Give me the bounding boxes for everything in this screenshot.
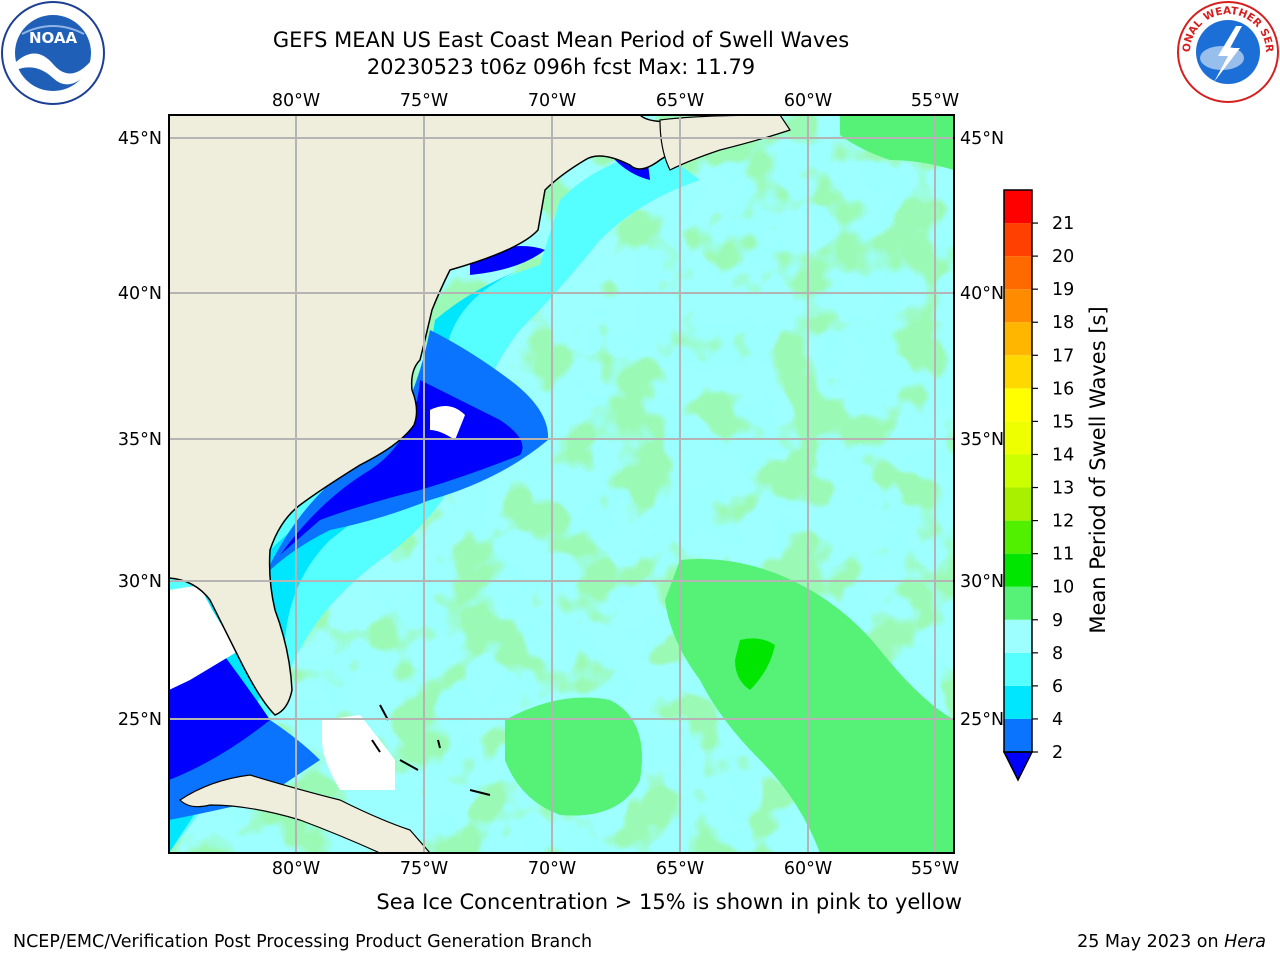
colorbar-swatch [1004,454,1032,488]
national-weather-service-logo: NATIONAL WEATHER SERVICE [1176,0,1279,103]
colorbar-tick-label: 21 [1052,214,1074,234]
colorbar-tick-label: 9 [1052,611,1063,631]
lon-label-bottom: 75°W [400,859,448,879]
run-date: 25 May 2023 on Hera [1077,932,1266,952]
colorbar-swatch [1004,388,1032,422]
lat-label-right: 40°N [960,284,1004,304]
lat-label-left: 35°N [118,430,162,450]
lon-label-bottom: 80°W [272,859,320,879]
swell-10-11s-region [735,638,775,690]
bahamas-islands [371,704,491,796]
colorbar-label: Mean Period of Swell Waves [s] [1086,306,1110,633]
swell-9-10s-region [505,697,642,816]
swell-under-2s-region [169,650,270,780]
lon-label-top: 60°W [784,91,832,111]
swell-9-10s-region [840,115,954,170]
colorbar-tick-label: 18 [1052,313,1074,333]
north-america-landmass [169,115,693,716]
map-frame [168,114,955,854]
colorbar-under-extension [1002,751,1034,782]
colorbar-swatch [1004,421,1032,455]
date-text: 25 May 2023 on [1077,932,1225,952]
lon-label-top: 65°W [656,91,704,111]
lon-label-bottom: 55°W [911,859,959,879]
map-plot-area [169,115,954,853]
colorbar-swatch [1004,586,1032,620]
sea-ice-note: Sea Ice Concentration > 15% is shown in … [376,890,962,914]
colorbar-swatch [1004,322,1032,356]
lon-label-top: 55°W [911,91,959,111]
lon-label-top: 80°W [272,91,320,111]
lat-label-left: 45°N [118,129,162,149]
colorbar-tick-label: 11 [1052,545,1074,565]
colorbar-swatch [1004,553,1032,587]
colorbar-tick-label: 15 [1052,412,1074,432]
noaa-logo-text: NOAA [29,29,78,47]
swell-under-2s-region [280,380,523,555]
lat-label-left: 40°N [118,284,162,304]
lon-label-top: 75°W [400,91,448,111]
map-gridlines [169,115,954,853]
forecast-info: 20230523 t06z 096h fcst Max: 11.79 [366,55,756,79]
credit-text: NCEP/EMC/Verification Post Processing Pr… [13,932,593,952]
lon-label-bottom: 65°W [656,859,704,879]
colorbar-tick-label: 14 [1052,445,1074,465]
colorbar-tick-label: 13 [1052,479,1074,499]
colorbar-swatch [1004,685,1032,719]
lat-label-right: 35°N [960,430,1004,450]
lon-label-bottom: 60°W [784,859,832,879]
lat-label-left: 30°N [118,572,162,592]
no-data-region [322,715,395,790]
colorbar: 2 4 6 8 9 10 11 12 13 14 15 16 17 18 19 20 21 [1002,189,1074,782]
colorbar-outline [1003,189,1033,753]
colorbar-swatch [1004,718,1032,752]
lon-label-bottom: 70°W [528,859,576,879]
noaa-logo: NOAA [1,1,105,105]
colorbar-tick-label: 19 [1052,280,1074,300]
colorbar-swatch [1004,652,1032,686]
colorbar-swatch [1004,487,1032,521]
lon-label-top: 70°W [528,91,576,111]
machine-name: Hera [1224,932,1266,952]
colorbar-swatch [1004,190,1032,224]
colorbar-tick-label: 8 [1052,644,1063,664]
lat-label-right: 30°N [960,572,1004,592]
colorbar-swatch [1004,256,1032,290]
colorbar-swatch [1004,355,1032,389]
colorbar-swatch [1004,289,1032,323]
lat-label-right: 25°N [960,710,1004,730]
colorbar-tick-label: 2 [1052,743,1063,763]
colorbar-tick-label: 12 [1052,512,1074,532]
colorbar-tick-label: 17 [1052,346,1074,366]
swell-6-8s-coastal-band [169,150,700,853]
chart-title: GEFS MEAN US East Coast Mean Period of S… [272,28,850,52]
colorbar-tick-label: 6 [1052,677,1063,697]
colorbar-tick-label: 10 [1052,578,1074,598]
lat-label-right: 45°N [960,129,1004,149]
colorbar-swatch [1004,223,1032,257]
colorbar-tick-label: 16 [1052,379,1074,399]
no-data-region [430,406,465,440]
swell-9-10s-region [665,559,954,853]
colorbar-swatch [1004,619,1032,653]
lat-label-left: 25°N [118,710,162,730]
colorbar-swatch [1004,520,1032,554]
colorbar-tick-label: 4 [1052,710,1063,730]
colorbar-tick-label: 20 [1052,247,1074,267]
cuba-landmass [179,774,431,853]
no-data-region [169,585,240,690]
